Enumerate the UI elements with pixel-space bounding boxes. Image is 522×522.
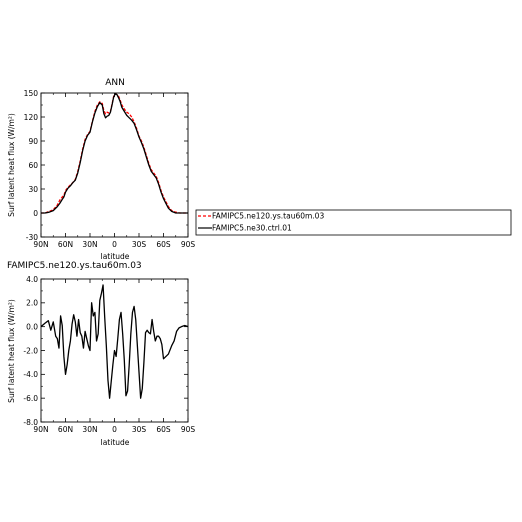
y-axis-label: Surf latent heat flux (W/m²) bbox=[7, 299, 16, 403]
x-tick-label: 60S bbox=[156, 425, 171, 434]
y-tick-label: -30 bbox=[26, 233, 38, 242]
x-tick-label: 90N bbox=[33, 240, 48, 249]
legend-entry: FAMIPC5.ne120.ys.tau60m.03 bbox=[212, 212, 324, 221]
legend-entry: FAMIPC5.ne30.ctrl.01 bbox=[212, 224, 292, 233]
chart-panel-diff: FAMIPC5.ne120.ys.tau60m.03 Surf latent h… bbox=[7, 261, 195, 447]
x-axis-label: latitude bbox=[101, 252, 130, 261]
x-tick-label: 30N bbox=[82, 425, 97, 434]
y-tick-label: 4.0 bbox=[26, 275, 38, 284]
chart-title-diff: FAMIPC5.ne120.ys.tau60m.03 bbox=[7, 261, 142, 271]
chart-panel-ann: ANN Surf latent heat flux (W/m²) latitud… bbox=[7, 78, 195, 261]
y-tick-label: 0 bbox=[33, 209, 38, 218]
x-tick-label: 0 bbox=[112, 425, 117, 434]
y-tick-label: 90 bbox=[28, 137, 38, 146]
x-tick-label: 30N bbox=[82, 240, 97, 249]
plot-frame bbox=[40, 92, 189, 238]
y-tick-label: -4.0 bbox=[23, 370, 38, 379]
x-tick-label: 90S bbox=[181, 240, 196, 249]
y-tick-label: -6.0 bbox=[23, 394, 38, 403]
x-tick-label: 60N bbox=[58, 425, 73, 434]
x-tick-label: 0 bbox=[112, 240, 117, 249]
series-line bbox=[41, 93, 188, 214]
y-tick-label: 150 bbox=[24, 89, 39, 98]
x-tick-label: 60N bbox=[58, 240, 73, 249]
y-tick-label: -2.0 bbox=[23, 346, 38, 355]
y-axis-label: Surf latent heat flux (W/m²) bbox=[7, 113, 16, 217]
x-tick-label: 90N bbox=[33, 425, 48, 434]
chart-title: ANN bbox=[105, 78, 125, 88]
y-tick-label: 60 bbox=[28, 161, 38, 170]
series-line bbox=[41, 93, 188, 214]
series-line bbox=[40, 284, 189, 399]
y-tick-label: 2.0 bbox=[26, 299, 38, 308]
y-tick-label: -8.0 bbox=[23, 418, 38, 427]
x-tick-label: 60S bbox=[156, 240, 171, 249]
y-tick-label: 30 bbox=[28, 185, 38, 194]
x-tick-label: 30S bbox=[132, 425, 147, 434]
x-tick-label: 90S bbox=[181, 425, 196, 434]
y-tick-label: 0.0 bbox=[26, 322, 38, 331]
x-axis-label: latitude bbox=[101, 438, 130, 447]
legend-box bbox=[195, 209, 512, 236]
legend: FAMIPC5.ne120.ys.tau60m.03 FAMIPC5.ne30.… bbox=[195, 209, 512, 236]
y-tick-label: 120 bbox=[24, 113, 39, 122]
x-tick-label: 30S bbox=[132, 240, 147, 249]
